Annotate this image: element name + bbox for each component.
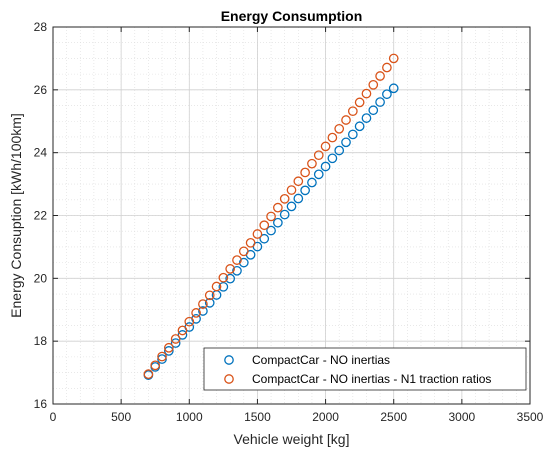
data-point [286,201,297,212]
data-point [382,89,392,100]
data-point [300,185,310,196]
chart-title: Energy Consumption [221,8,363,24]
data-point [334,123,345,134]
data-point [266,211,276,222]
x-tick-label: 1000 [176,410,203,424]
axis-ticks: 0 500 1000 1500 2000 2500 3000 3500 16 18 20 22 24 26… [34,20,544,424]
data-point [388,53,399,64]
data-point [286,185,297,195]
y-tick-label: 18 [34,334,48,348]
data-point [238,246,249,257]
y-tick-label: 24 [34,146,48,160]
data-point [184,316,195,327]
y-axis-label: Energy Consuption [kWh/100km] [8,113,24,318]
data-point [191,308,201,318]
data-point [361,88,372,99]
legend: CompactCar - NO inertias CompactCar - NO … [203,347,527,391]
legend-marker [224,374,234,384]
legend-label: CompactCar - NO inertias - N1 traction r… [252,372,491,386]
data-point [375,71,385,81]
x-tick-label: 2000 [312,410,339,424]
data-point [245,237,256,248]
data-point [327,153,338,164]
data-point [354,97,365,108]
x-tick-label: 2500 [380,410,407,424]
data-point [204,297,215,308]
data-point [300,167,310,178]
data-point [307,158,317,169]
data-point [157,351,167,362]
data-point [232,255,242,265]
data-point [238,257,249,268]
series-layer [143,53,399,380]
x-tick-label: 0 [50,410,57,424]
data-point [157,354,167,364]
data-point [259,220,270,231]
data-point [273,202,283,213]
x-tick-label: 3500 [517,410,544,424]
data-point [211,281,222,292]
data-point [163,342,174,353]
x-tick-label: 3000 [449,410,476,424]
data-point [150,360,161,371]
series-2 [143,53,399,380]
data-point [204,290,215,301]
data-point [382,62,392,73]
data-point [232,265,242,276]
data-point [307,177,317,188]
legend-label: CompactCar - NO inertias [252,353,390,367]
x-axis-label: Vehicle weight [kg] [234,431,350,447]
x-tick-label: 500 [111,410,131,424]
y-tick-label: 16 [34,397,48,411]
data-point [198,299,208,309]
data-point [354,121,365,132]
data-point [218,272,229,283]
y-tick-label: 22 [34,209,48,223]
data-point [225,264,236,274]
data-point [170,338,181,348]
data-point [388,83,399,94]
data-point [334,145,345,156]
legend-box [203,347,527,391]
data-point [252,229,263,239]
y-tick-label: 20 [34,271,48,285]
y-tick-label: 28 [34,20,48,34]
data-point [347,106,358,117]
data-point [368,105,379,116]
data-point [313,150,324,161]
data-point [259,233,270,244]
data-point [293,193,304,204]
data-point [293,176,304,187]
data-point [170,334,181,344]
data-point [368,79,379,90]
x-tick-label: 1500 [244,410,271,424]
data-point [320,161,331,172]
data-point [163,346,174,356]
data-point [225,273,236,284]
data-point [198,306,208,316]
data-point [361,113,372,123]
data-point [273,217,283,228]
data-point [341,115,351,125]
data-point [218,281,229,292]
legend-marker [224,355,234,365]
data-point [375,97,385,107]
data-point [313,169,324,180]
data-point [320,141,331,152]
data-point [279,193,290,204]
data-point [177,325,188,336]
data-point [341,137,351,148]
data-point [279,209,290,220]
series-1 [143,83,399,380]
data-point [327,132,338,143]
data-point [143,369,154,380]
data-point [266,225,276,236]
y-tick-label: 26 [34,83,48,97]
data-point [347,129,358,140]
